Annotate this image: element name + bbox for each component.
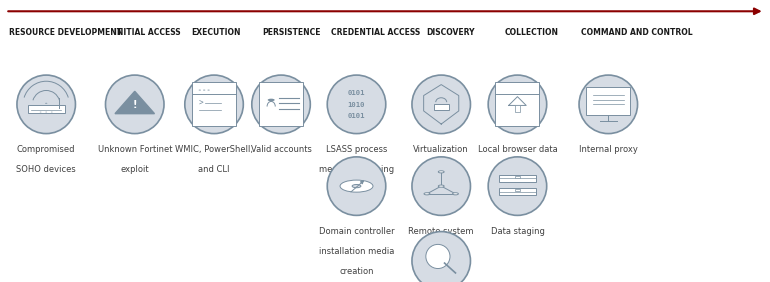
Text: COLLECTION: COLLECTION: [504, 28, 558, 37]
Text: WMIC, PowerShell,: WMIC, PowerShell,: [175, 145, 253, 154]
Ellipse shape: [412, 75, 470, 134]
FancyBboxPatch shape: [259, 82, 303, 126]
Text: creation: creation: [340, 267, 373, 276]
Circle shape: [453, 193, 458, 195]
FancyBboxPatch shape: [192, 82, 236, 126]
Text: 1010: 1010: [348, 102, 365, 108]
Text: Virtualization: Virtualization: [413, 145, 469, 154]
Ellipse shape: [327, 75, 386, 134]
Ellipse shape: [185, 75, 243, 134]
Text: LSASS process: LSASS process: [326, 145, 387, 154]
Text: CREDENTIAL ACCESS: CREDENTIAL ACCESS: [331, 28, 420, 37]
FancyBboxPatch shape: [496, 82, 540, 126]
Text: installation media: installation media: [319, 247, 394, 256]
Text: and CLI: and CLI: [199, 165, 229, 174]
Text: exploit: exploit: [120, 165, 149, 174]
Text: INITIAL ACCESS: INITIAL ACCESS: [114, 28, 181, 37]
Text: Compromised: Compromised: [17, 145, 75, 154]
Ellipse shape: [252, 75, 310, 134]
FancyBboxPatch shape: [514, 176, 521, 178]
Ellipse shape: [412, 157, 470, 215]
Ellipse shape: [488, 157, 547, 215]
FancyBboxPatch shape: [515, 105, 521, 112]
Text: Unknown Fortinet: Unknown Fortinet: [98, 145, 172, 154]
FancyBboxPatch shape: [514, 189, 521, 191]
Ellipse shape: [327, 157, 386, 215]
FancyBboxPatch shape: [499, 175, 536, 182]
FancyBboxPatch shape: [434, 104, 449, 110]
Text: Remote system: Remote system: [408, 227, 474, 236]
FancyBboxPatch shape: [587, 87, 630, 115]
Text: SOHO devices: SOHO devices: [16, 165, 76, 174]
Circle shape: [340, 180, 373, 192]
Text: DISCOVERY: DISCOVERY: [427, 28, 475, 37]
Circle shape: [424, 193, 430, 195]
Text: Valid accounts: Valid accounts: [250, 145, 312, 154]
Ellipse shape: [412, 232, 470, 282]
Text: 0101: 0101: [348, 90, 365, 96]
Circle shape: [268, 99, 275, 101]
Ellipse shape: [426, 244, 450, 268]
Ellipse shape: [17, 75, 75, 134]
Text: PERSISTENCE: PERSISTENCE: [262, 28, 320, 37]
Text: !: !: [132, 100, 137, 110]
Circle shape: [45, 103, 48, 104]
Text: memory dumping: memory dumping: [319, 165, 394, 174]
Text: Domain controller: Domain controller: [319, 227, 394, 236]
Circle shape: [438, 185, 444, 187]
Text: RESOURCE DEVELOPMENT: RESOURCE DEVELOPMENT: [9, 28, 122, 37]
Ellipse shape: [579, 75, 638, 134]
Polygon shape: [115, 91, 155, 114]
Text: >: >: [199, 99, 203, 108]
Text: evasion: evasion: [425, 165, 457, 174]
Ellipse shape: [105, 75, 164, 134]
Circle shape: [207, 90, 209, 91]
Text: Data staging: Data staging: [490, 227, 544, 236]
Text: Internal proxy: Internal proxy: [579, 145, 638, 154]
Circle shape: [438, 171, 444, 173]
Circle shape: [199, 90, 201, 91]
Text: 0101: 0101: [348, 113, 365, 119]
Text: Local browser data: Local browser data: [477, 145, 557, 154]
Circle shape: [203, 90, 206, 91]
Text: EXECUTION: EXECUTION: [191, 28, 240, 37]
Circle shape: [352, 184, 361, 188]
Text: COMMAND AND CONTROL: COMMAND AND CONTROL: [581, 28, 692, 37]
Ellipse shape: [488, 75, 547, 134]
FancyBboxPatch shape: [499, 188, 536, 195]
FancyBboxPatch shape: [28, 105, 65, 113]
Text: discovery: discovery: [421, 247, 461, 256]
